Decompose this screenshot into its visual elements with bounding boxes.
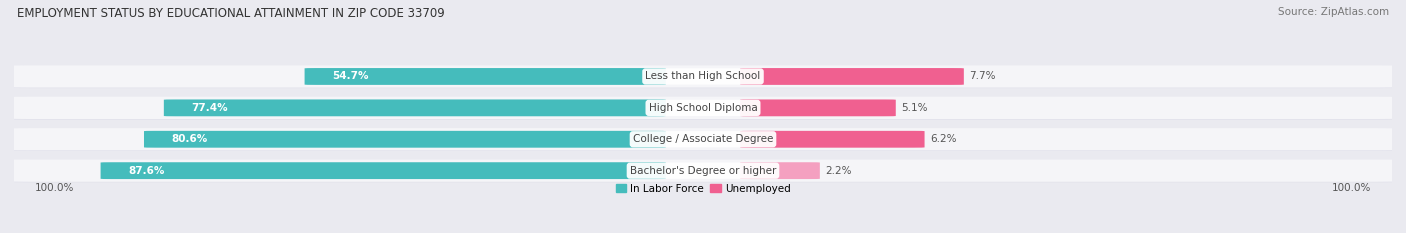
Text: 5.1%: 5.1% [901,103,928,113]
FancyBboxPatch shape [740,162,820,179]
Text: High School Diploma: High School Diploma [648,103,758,113]
FancyBboxPatch shape [10,129,1402,151]
Text: 80.6%: 80.6% [172,134,208,144]
FancyBboxPatch shape [740,68,965,85]
FancyBboxPatch shape [740,99,896,116]
FancyBboxPatch shape [305,68,666,85]
FancyBboxPatch shape [10,66,1402,88]
FancyBboxPatch shape [101,162,666,179]
Text: Less than High School: Less than High School [645,72,761,82]
FancyBboxPatch shape [7,97,1399,119]
FancyBboxPatch shape [10,160,1402,182]
FancyBboxPatch shape [143,131,666,148]
FancyBboxPatch shape [740,131,925,148]
Text: 100.0%: 100.0% [1331,183,1371,193]
Text: 77.4%: 77.4% [191,103,228,113]
Text: 2.2%: 2.2% [825,166,852,176]
Text: College / Associate Degree: College / Associate Degree [633,134,773,144]
Text: 87.6%: 87.6% [128,166,165,176]
FancyBboxPatch shape [7,65,1399,88]
FancyBboxPatch shape [10,97,1402,120]
FancyBboxPatch shape [7,160,1399,182]
Text: Source: ZipAtlas.com: Source: ZipAtlas.com [1278,7,1389,17]
Text: EMPLOYMENT STATUS BY EDUCATIONAL ATTAINMENT IN ZIP CODE 33709: EMPLOYMENT STATUS BY EDUCATIONAL ATTAINM… [17,7,444,20]
Text: 7.7%: 7.7% [969,72,995,82]
FancyBboxPatch shape [165,99,666,116]
Text: 100.0%: 100.0% [35,183,75,193]
FancyBboxPatch shape [7,128,1399,151]
Legend: In Labor Force, Unemployed: In Labor Force, Unemployed [612,179,794,198]
Text: Bachelor's Degree or higher: Bachelor's Degree or higher [630,166,776,176]
Text: 6.2%: 6.2% [931,134,956,144]
Text: 54.7%: 54.7% [332,72,368,82]
